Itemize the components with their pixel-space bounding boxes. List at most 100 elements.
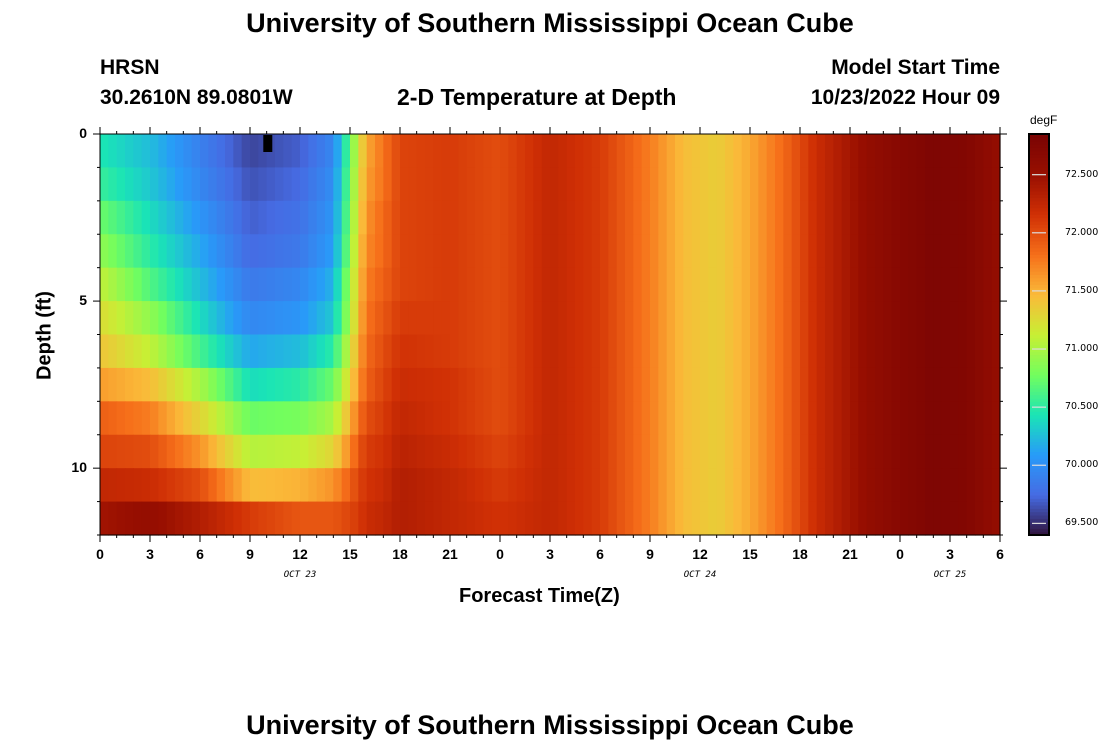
heatmap-cell (708, 334, 718, 369)
heatmap-cell (341, 200, 351, 235)
y-tick-label: 5 (79, 292, 87, 309)
heatmap-cell (608, 200, 618, 235)
heatmap-cell (533, 468, 543, 503)
heatmap-cell (316, 301, 326, 336)
colorbar-swatch (1029, 418, 1049, 422)
heatmap-cell (216, 267, 226, 302)
heatmap-cell (358, 401, 368, 436)
heatmap-cell (650, 234, 659, 269)
heatmap-cell (750, 234, 759, 269)
heatmap-cell (575, 267, 584, 302)
heatmap-cell (516, 234, 526, 269)
heatmap-cell (650, 334, 659, 369)
heatmap-cell (100, 234, 109, 269)
heatmap-cell (258, 434, 268, 469)
heatmap-cell (291, 434, 301, 469)
heatmap-cell (250, 401, 259, 436)
heatmap-cell (875, 167, 884, 202)
colorbar-swatch (1029, 207, 1049, 212)
heatmap-cell (658, 434, 668, 469)
heatmap-cell (925, 468, 934, 503)
heatmap-cell (925, 367, 934, 402)
heatmap-cell (166, 434, 176, 469)
colorbar-swatch (1029, 354, 1049, 359)
date-label: OCT 23 (283, 570, 317, 580)
heatmap-cell (533, 367, 543, 402)
heatmap-cell (975, 434, 984, 469)
colorbar-swatch (1029, 344, 1049, 349)
colorbar-swatch (1029, 147, 1049, 152)
heatmap-cell (533, 234, 543, 269)
heatmap-cell (383, 134, 393, 169)
colorbar-swatch (1029, 234, 1049, 239)
colorbar-swatch (1029, 307, 1049, 312)
heatmap-cell (283, 401, 293, 436)
heatmap-cell (483, 267, 493, 302)
heatmap-cell (900, 134, 909, 169)
heatmap-cell (966, 334, 976, 369)
heatmap-cell (341, 401, 351, 436)
heatmap-cell (791, 134, 801, 169)
heatmap-cell (191, 334, 201, 369)
heatmap-cell (633, 200, 643, 235)
heatmap-cell (966, 200, 976, 235)
heatmap-cell (875, 301, 884, 336)
heatmap-cell (100, 468, 109, 503)
heatmap-cell (966, 267, 976, 302)
heatmap-cell (750, 267, 759, 302)
heatmap-cell (850, 334, 859, 369)
heatmap-cell (725, 401, 734, 436)
heatmap-cell (558, 167, 568, 202)
heatmap-cell (775, 301, 784, 336)
heatmap-cell (958, 301, 968, 336)
heatmap-cell (916, 301, 926, 336)
heatmap-cell (625, 501, 634, 536)
heatmap-cell (350, 301, 359, 336)
heatmap-cell (816, 334, 826, 369)
colorbar-swatch (1029, 421, 1049, 426)
heatmap-cell (600, 167, 609, 202)
heatmap-cell (466, 434, 476, 469)
heatmap-cell (675, 501, 684, 536)
heatmap-cell (591, 334, 601, 369)
heatmap-cell (866, 167, 876, 202)
heatmap-cell (858, 401, 868, 436)
heatmap-cell (866, 334, 876, 369)
heatmap-cell (741, 401, 751, 436)
heatmap-cell (866, 134, 876, 169)
heatmap-cell (941, 401, 951, 436)
heatmap-cell (383, 167, 393, 202)
heatmap-cell (283, 468, 293, 503)
heatmap-cell (791, 468, 801, 503)
colorbar-swatch (1029, 284, 1049, 289)
colorbar-swatch (1029, 301, 1049, 306)
heatmap-cell (358, 167, 368, 202)
heatmap-cell (541, 200, 551, 235)
heatmap-cell (250, 367, 259, 402)
heatmap-cell (900, 200, 909, 235)
heatmap-cell (183, 367, 193, 402)
heatmap-cell (391, 501, 401, 536)
heatmap-cell (900, 501, 909, 536)
heatmap-cell (350, 167, 359, 202)
heatmap-cell (125, 334, 134, 369)
heatmap-cell (716, 401, 726, 436)
heatmap-cell (625, 401, 634, 436)
colorbar-tick-label: 72.500 (1065, 168, 1099, 180)
heatmap-cell (158, 200, 168, 235)
heatmap-cell (175, 367, 184, 402)
heatmap-cell (416, 367, 426, 402)
heatmap-cell (791, 167, 801, 202)
heatmap-cell (683, 301, 693, 336)
heatmap-cell (441, 434, 451, 469)
heatmap-cell (741, 334, 751, 369)
colorbar-swatch (1029, 387, 1049, 392)
heatmap-cell (325, 434, 334, 469)
heatmap-cell (291, 334, 301, 369)
heatmap-cell (225, 267, 234, 302)
heatmap-cell (841, 200, 851, 235)
heatmap-cell (583, 134, 593, 169)
heatmap-cell (500, 434, 509, 469)
heatmap-cell (166, 167, 176, 202)
heatmap-cell (475, 301, 484, 336)
